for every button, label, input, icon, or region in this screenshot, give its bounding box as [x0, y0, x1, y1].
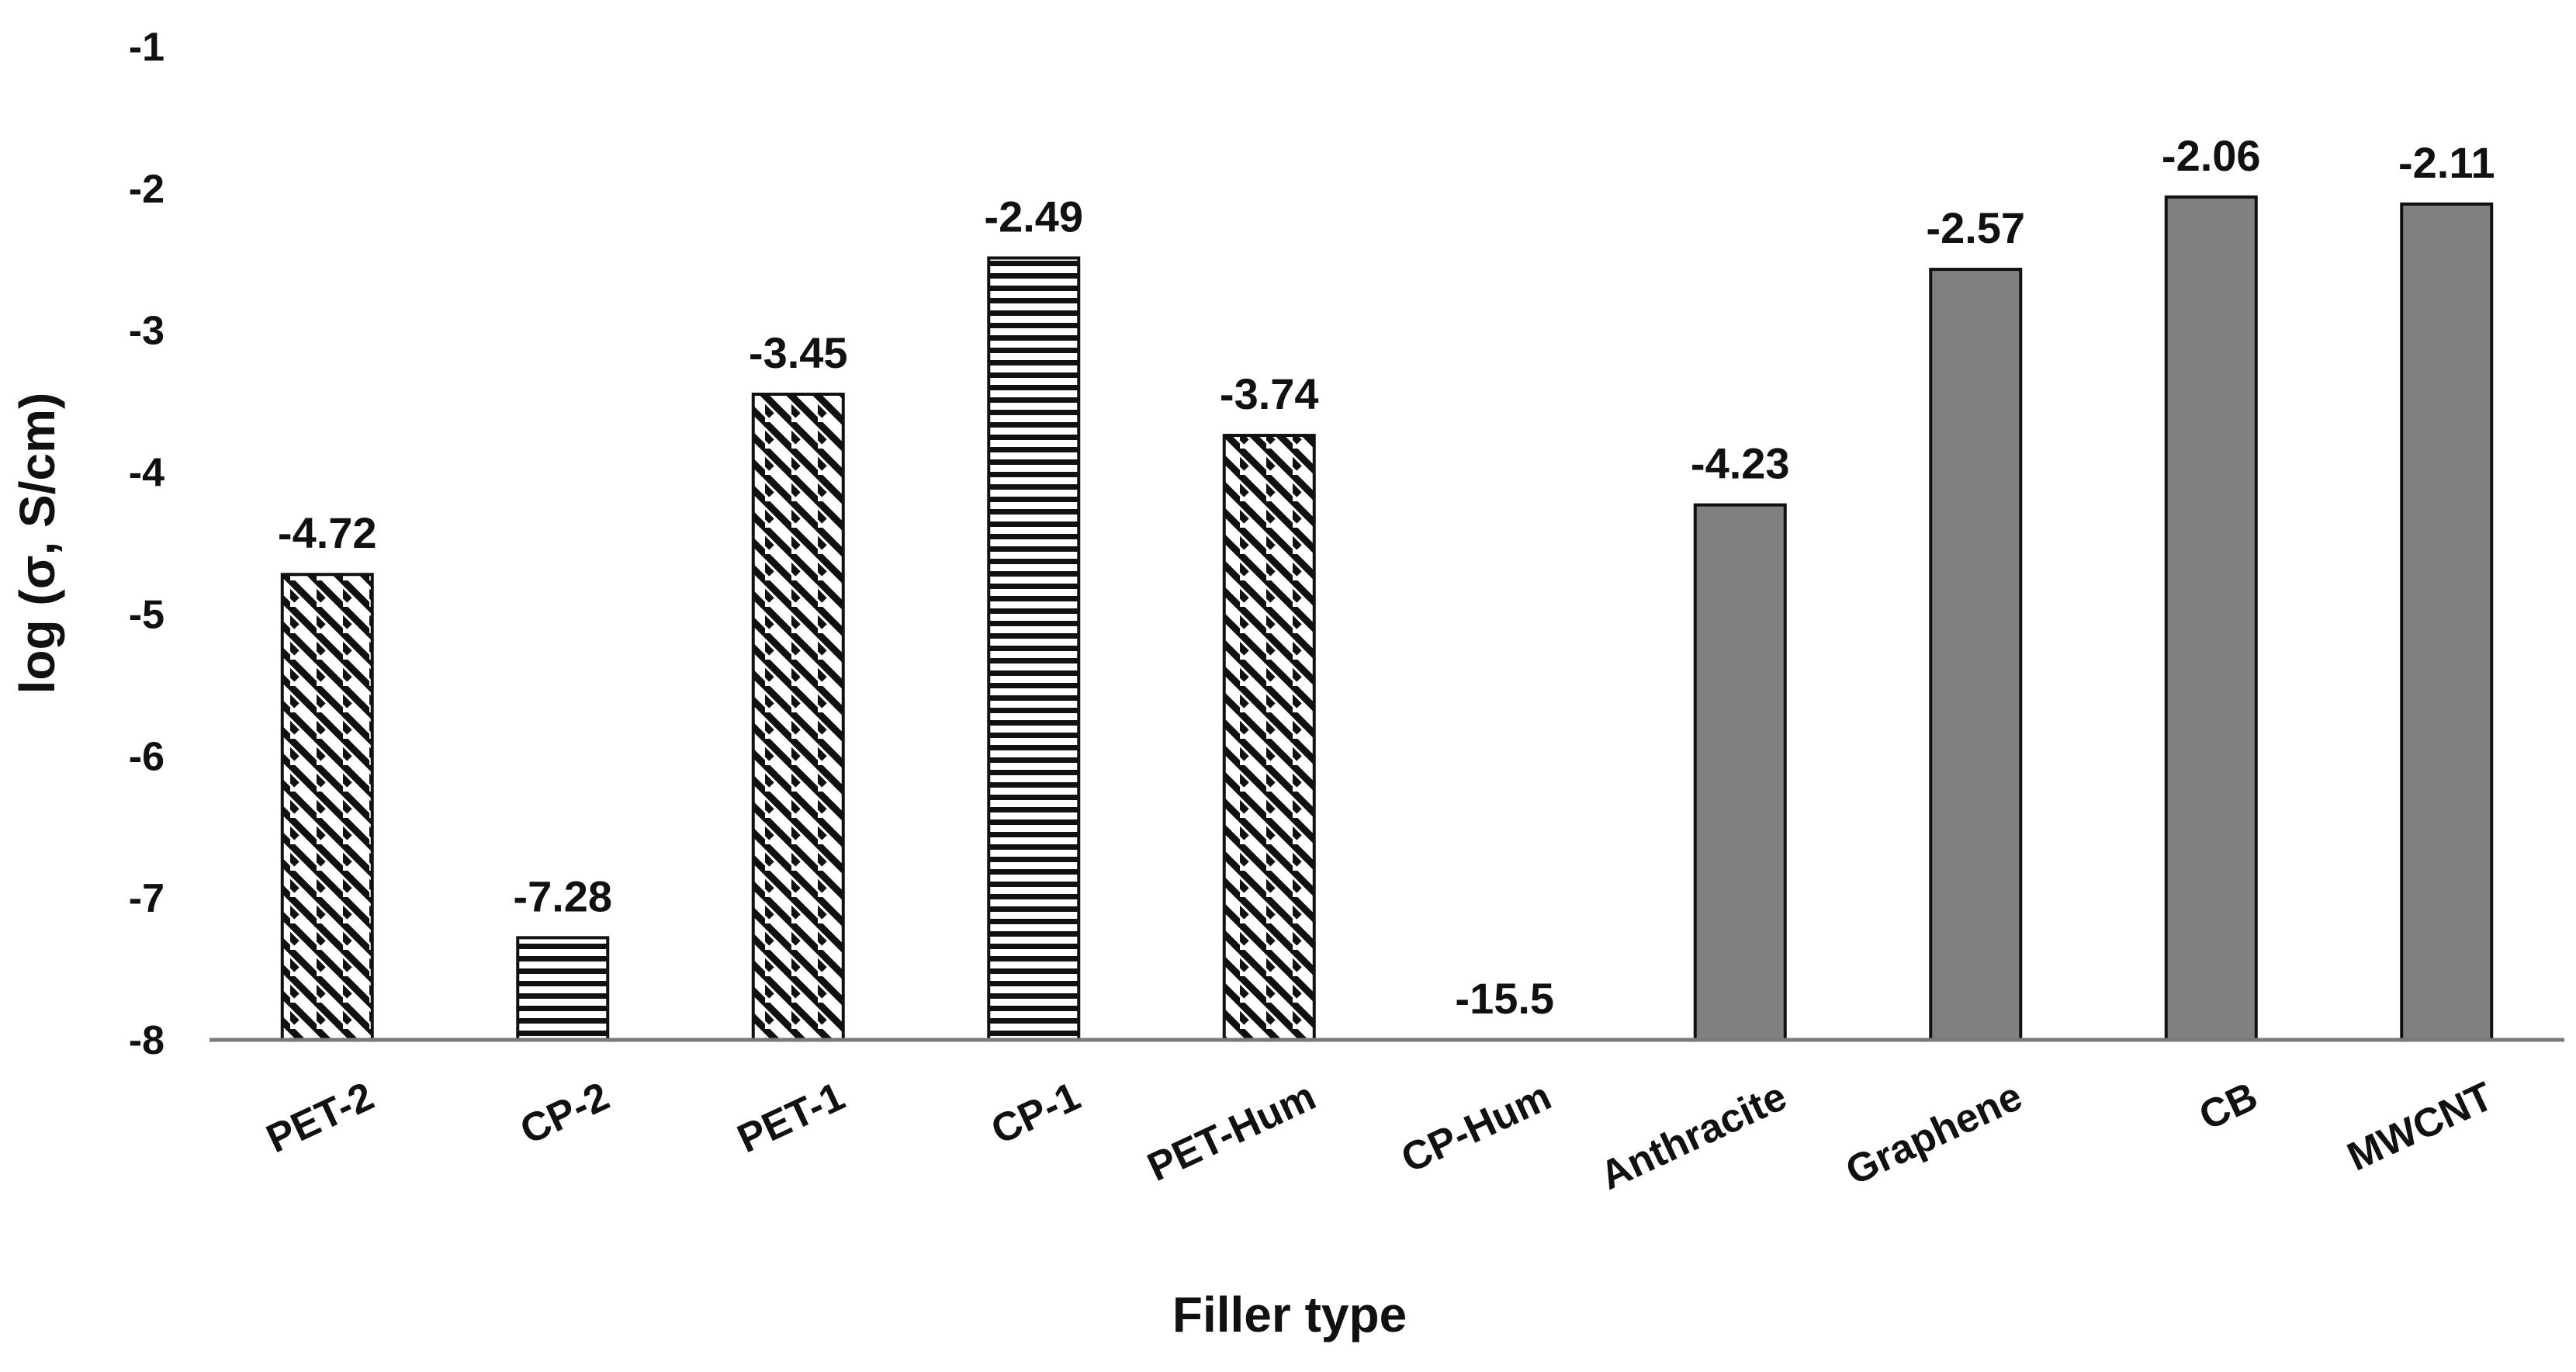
x-tick-label: PET-2 [260, 1074, 380, 1162]
bar-cb [2164, 195, 2258, 1041]
data-label: -2.06 [2162, 131, 2261, 180]
x-tick-label: CP-Hum [1394, 1074, 1557, 1182]
bar-pet-1 [751, 393, 845, 1041]
data-label: -7.28 [513, 871, 612, 920]
bar-pet-2 [280, 573, 374, 1041]
data-label: -2.57 [1926, 203, 2025, 252]
x-tick-label: PET-1 [731, 1074, 851, 1162]
y-tick-label: -3 [129, 309, 164, 354]
x-tick-label: CP-2 [514, 1074, 616, 1154]
x-tick-label: Graphene [1839, 1074, 2029, 1194]
x-tick-label: CB [2193, 1074, 2265, 1139]
y-tick-label: -2 [129, 167, 164, 212]
bar-mwcnt [2400, 202, 2494, 1041]
x-tick-label: MWCNT [2341, 1074, 2500, 1180]
data-label: -15.5 [1455, 974, 1554, 1023]
y-tick-label: -5 [129, 592, 164, 637]
x-axis-title: Filler type [1172, 1287, 1407, 1343]
y-tick-label: -1 [129, 25, 164, 70]
bar-anthracite [1693, 503, 1787, 1041]
bar-cp-2 [516, 936, 610, 1042]
x-tick-label: Anthracite [1594, 1074, 1794, 1199]
data-label: -4.23 [1691, 439, 1790, 488]
bars [280, 195, 2494, 1042]
x-tick-label: PET-Hum [1141, 1074, 1322, 1190]
x-tick-label: CP-1 [985, 1074, 1087, 1154]
data-label: -3.74 [1220, 369, 1319, 418]
y-tick-label: -6 [129, 734, 164, 779]
data-label: -2.49 [984, 192, 1083, 241]
bar-cp-1 [987, 256, 1081, 1041]
x-axis-categories: PET-2 CP-2 PET-1 CP-1 PET-Hum CP-Hum Anthracit… [260, 1074, 2500, 1199]
y-axis-title: log (σ, S/cm) [9, 393, 65, 695]
bar-graphene [1929, 268, 2023, 1042]
data-labels: -4.72 -7.28 -3.45 -2.49 -3.74 -15.5 -4.23 -2.57… [278, 131, 2495, 1023]
y-axis-ticks: -1 -2 -3 -4 -5 -6 -7 -8 [129, 25, 164, 1063]
y-tick-label: -4 [129, 451, 164, 496]
bar-pet-hum [1222, 434, 1316, 1041]
y-tick-label: -7 [129, 876, 164, 921]
data-label: -2.11 [2398, 138, 2495, 187]
data-label: -4.72 [278, 508, 377, 557]
y-tick-label: -8 [129, 1018, 164, 1063]
data-label: -3.45 [749, 328, 848, 377]
